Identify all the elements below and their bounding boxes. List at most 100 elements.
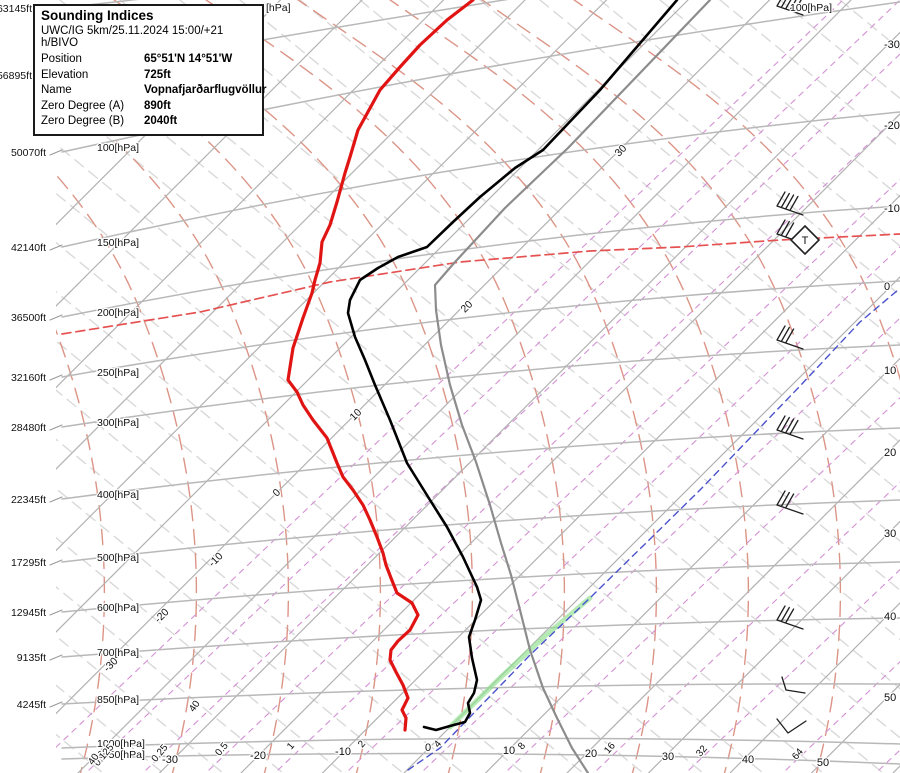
left-axis-tick <box>49 374 63 381</box>
wind-barb <box>776 191 804 216</box>
mixing-ratio-line <box>208 113 900 771</box>
corner-pressure-label: [hPa] <box>266 2 291 14</box>
dry-adiabat-line <box>56 635 224 773</box>
altitude-ft-label: 50070ft <box>11 147 46 159</box>
info-row-label: Position <box>41 53 82 65</box>
altitude-ft-label: 9135ft <box>17 652 46 664</box>
isotherm-line <box>56 0 608 552</box>
left-axis-tick <box>49 496 63 503</box>
dry-adiabat-line <box>56 241 704 773</box>
pressure-hpa-label: 300[hPa] <box>97 417 139 429</box>
wind-barb <box>781 676 806 694</box>
pressure-hpa-label: 200[hPa] <box>97 307 139 319</box>
wind-barb <box>776 325 804 350</box>
tropopause-dashed-line <box>61 233 900 335</box>
altitude-ft-label: 12945ft <box>11 607 46 619</box>
right-temperature-label: 10 <box>884 365 896 377</box>
isotherm-line <box>56 0 526 470</box>
isotherm-line <box>77 0 852 773</box>
info-box-row-elevation: Elevation 725ft <box>41 68 256 84</box>
isotherm-line <box>892 765 900 773</box>
dry-adiabat-line <box>56 536 344 773</box>
mixing-ratio-line <box>423 317 900 771</box>
bottom-temperature-label: -30 <box>162 754 178 766</box>
dry-adiabat-line <box>56 389 524 773</box>
tropopause-diamond-icon <box>789 224 821 256</box>
right-temperature-label: 50 <box>884 692 896 704</box>
wind-barb <box>776 490 804 515</box>
left-axis-tick <box>49 314 63 321</box>
info-row-label: Zero Degree (B) <box>41 115 125 128</box>
isobar-line <box>61 427 900 500</box>
bottom-temperature-label: 40 <box>742 754 754 766</box>
info-row-label: Zero Degree (A) <box>41 99 125 112</box>
bottom-temperature-label: 30 <box>662 751 674 763</box>
pressure-hpa-label: 850[hPa] <box>97 694 139 706</box>
altitude-ft-label: 63145ft <box>0 3 32 15</box>
info-box-row-name: Name Vopnafjarðarflugvöllur <box>41 83 266 99</box>
info-row-label: Elevation <box>41 68 89 81</box>
isobar-line <box>61 737 900 749</box>
dewpoint-curve <box>286 0 475 732</box>
pressure-hpa-label: 600[hPa] <box>97 602 139 614</box>
isotherm-line <box>56 0 689 633</box>
left-axis-tick <box>49 149 63 156</box>
wind-barb <box>776 605 804 630</box>
pressure-hpa-label: 1000[hPa] <box>97 738 145 750</box>
dry-adiabat-line <box>359 0 900 444</box>
moist-adiabat-line <box>205 0 566 773</box>
altitude-ft-label: 28480ft <box>11 422 46 434</box>
moisture-mixing-dashed-line <box>407 289 899 771</box>
pressure-hpa-label: 250[hPa] <box>97 367 139 379</box>
right-temperature-label: -10 <box>884 203 900 215</box>
mixing-ratio-value-label: 8 <box>516 740 528 752</box>
isobar-line <box>61 205 900 318</box>
pressure-hpa-label: 400[hPa] <box>97 489 139 501</box>
isobar-line <box>61 499 900 563</box>
dry-adiabat-line <box>779 0 900 100</box>
right-temperature-label: 20 <box>884 447 896 459</box>
wind-barb <box>776 415 804 440</box>
isobar-line <box>61 280 900 378</box>
info-row-value: 890ft <box>144 99 171 112</box>
isotherm-line <box>647 520 900 773</box>
mixing-ratio-line <box>277 178 900 771</box>
left-axis-tick <box>49 244 63 251</box>
altitude-ft-label: 32160ft <box>11 372 46 384</box>
isotherm-line <box>321 194 900 773</box>
altitude-ft-label: 42140ft <box>11 242 46 254</box>
info-row-label: Name <box>41 84 72 97</box>
tropopause-marker: T <box>789 224 821 256</box>
dry-adiabat-line <box>239 0 900 542</box>
dry-adiabat-line <box>56 290 644 773</box>
altitude-ft-label: 22345ft <box>11 494 46 506</box>
mixing-ratio-line <box>878 749 900 771</box>
info-row-value: Vopnafjarðarflugvöllur <box>144 84 267 97</box>
left-axis-tick <box>49 609 63 616</box>
right-temperature-label: 40 <box>884 611 896 623</box>
moist-adiabat-line <box>56 173 198 773</box>
pressure-hpa-label: 100[hPa] <box>97 142 139 154</box>
parcel-curve <box>433 0 712 773</box>
mixing-ratio-line <box>596 481 900 771</box>
wind-barb-column <box>776 0 807 734</box>
info-row-value: 2040ft <box>144 115 178 128</box>
left-axis-tick <box>49 654 63 661</box>
right-temperature-label: 30 <box>884 528 896 540</box>
moist-adiabat-line <box>56 328 106 773</box>
right-temperature-label: -30 <box>884 39 900 51</box>
isotherm-line <box>403 276 900 773</box>
info-box-rows: Position 65°51'N 14°51'W Elevation 725ft… <box>41 52 266 130</box>
left-axis-tick <box>49 559 63 566</box>
pressure-hpa-label: 150[hPa] <box>97 237 139 249</box>
isotherm-line <box>484 357 900 773</box>
dry-adiabat-line <box>659 0 900 198</box>
sounding-info-box: Sounding Indices UWC/IG 5km/25.11.2024 1… <box>33 4 266 136</box>
info-row-value: 725ft <box>144 68 171 81</box>
left-axis-tick <box>49 424 63 431</box>
isobar-line <box>61 561 900 613</box>
info-box-row-zero-degree-a: Zero Degree (A) 890ft <box>41 99 256 115</box>
dry-adiabat-line <box>119 0 900 641</box>
tropopause-marker-letter: T <box>802 235 809 247</box>
